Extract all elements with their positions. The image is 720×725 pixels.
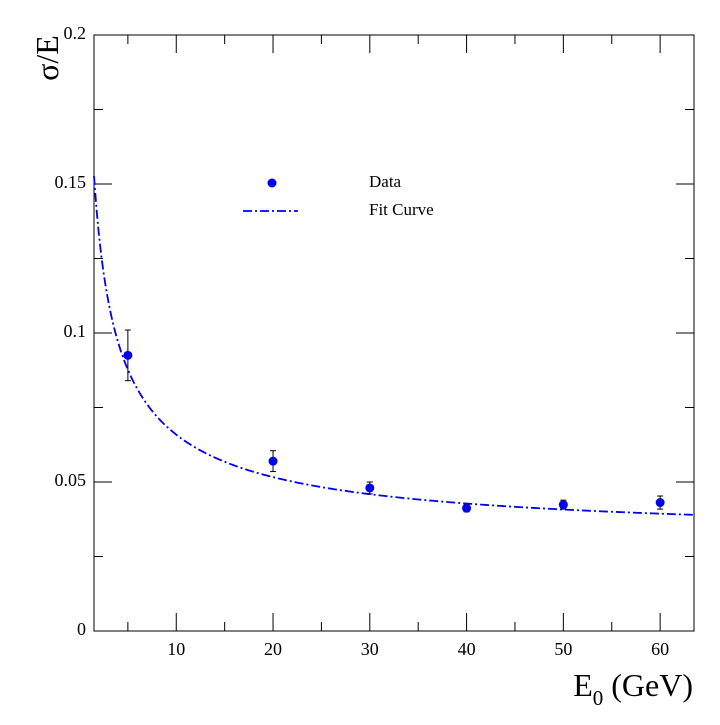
legend-data-marker (267, 178, 277, 188)
data-point (123, 350, 133, 360)
fit-curve (93, 175, 695, 516)
x-tick-label: 30 (361, 639, 379, 659)
y-tick-label: 0.1 (64, 321, 87, 341)
data-point (365, 483, 375, 493)
points-layer (123, 329, 665, 513)
y-tick-label: 0.15 (55, 172, 87, 192)
legend-fit-label: Fit Curve (369, 200, 434, 219)
legend-data-label: Data (369, 172, 402, 191)
y-tick-label: 0 (77, 619, 86, 639)
y-tick-label: 0.2 (64, 23, 87, 43)
x-tick-label: 60 (651, 639, 669, 659)
x-axis-title-unit: (GeV) (603, 667, 693, 703)
axis-ticks (94, 34, 694, 632)
data-point (558, 500, 568, 510)
x-axis-title-main: E (573, 667, 593, 703)
x-tick-label: 50 (554, 639, 572, 659)
fit-layer (93, 175, 695, 516)
data-point (268, 456, 278, 466)
plot-frame (93, 34, 695, 632)
x-tick-label: 40 (458, 639, 476, 659)
legend: Data Fit Curve (243, 172, 434, 219)
data-point (655, 498, 665, 508)
y-axis-title: σ/E (29, 35, 65, 81)
data-point (462, 503, 472, 513)
tick-labels: 10 20 30 40 50 60 0 0.05 0.1 0.15 0.2 (55, 23, 670, 659)
x-axis-title: E0 (GeV) (573, 667, 693, 710)
x-tick-label: 10 (167, 639, 185, 659)
x-axis-title-subscript: 0 (593, 686, 604, 710)
x-tick-label: 20 (264, 639, 282, 659)
y-tick-label: 0.05 (55, 470, 87, 490)
